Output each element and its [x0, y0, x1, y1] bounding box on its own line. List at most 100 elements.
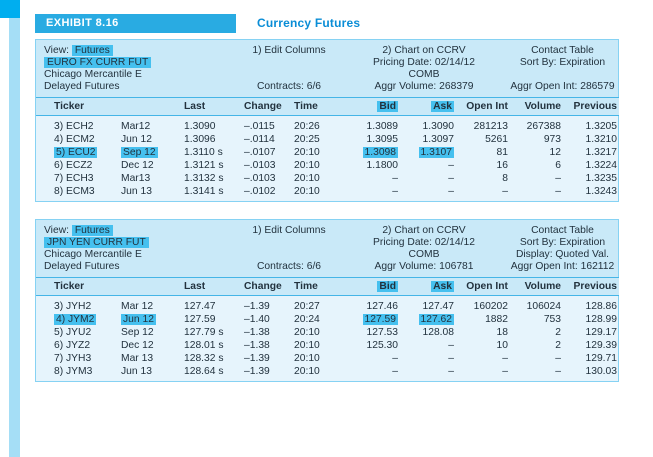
cell-bid[interactable]: – [344, 352, 398, 365]
col-header-previous[interactable]: Previous [573, 281, 618, 292]
cell-month[interactable]: Mar 12 [121, 296, 184, 314]
futures-row[interactable]: 6) ECZ2 Dec 12 1.3121 s –.0103 20:10 1.1800 – 1… [36, 159, 619, 172]
cell-open_int[interactable]: 8 [454, 172, 508, 185]
cell-change[interactable]: –1.40 [244, 313, 294, 326]
col-header-time[interactable]: Time [294, 281, 318, 292]
cell-bid[interactable]: – [344, 365, 398, 381]
cell-previous[interactable]: 1.3235 [561, 172, 619, 185]
cell-ask[interactable]: 127.47 [398, 296, 455, 314]
view-value-chip[interactable]: Futures [71, 225, 113, 236]
cell-open_int[interactable]: 16 [454, 159, 508, 172]
futures-row[interactable]: 3) ECH2 Mar12 1.3090 –.0115 20:26 1.3089 1.309… [36, 116, 619, 134]
cell-ticker[interactable]: 5) JYU2 [36, 326, 121, 339]
cell-bid[interactable]: 127.59 [344, 313, 398, 326]
futures-row[interactable]: 6) JYZ2 Dec 12 128.01 s –1.38 20:10 125.30 – 10… [36, 339, 619, 352]
cell-ticker[interactable]: 7) JYH3 [36, 352, 121, 365]
cell-bid[interactable]: 1.3095 [344, 133, 399, 146]
cell-change[interactable]: –1.39 [244, 296, 294, 314]
cell-last[interactable]: 1.3096 [184, 133, 244, 146]
cell-time[interactable]: 20:27 [294, 296, 344, 314]
col-header-volume[interactable]: Volume [524, 281, 561, 292]
cell-volume[interactable]: – [508, 172, 561, 185]
cell-volume[interactable]: – [508, 352, 561, 365]
cell-open_int[interactable]: – [454, 365, 508, 381]
chart-command[interactable]: 2) Chart on CCRV [382, 225, 466, 236]
cell-previous[interactable]: 1.3217 [561, 146, 619, 159]
cell-previous[interactable]: 1.3210 [561, 133, 619, 146]
cell-ask[interactable]: 1.3097 [398, 133, 455, 146]
cell-change[interactable]: –1.38 [244, 326, 294, 339]
cell-volume[interactable]: – [508, 365, 561, 381]
cell-ticker[interactable]: 4) ECM2 [36, 133, 121, 146]
cell-time[interactable]: 20:24 [294, 313, 344, 326]
col-header-ask[interactable]: Ask [398, 98, 454, 116]
cell-volume[interactable]: 753 [508, 313, 561, 326]
cell-last[interactable]: 1.3090 [184, 116, 244, 134]
cell-previous[interactable]: 128.86 [561, 296, 619, 314]
edit-columns-command[interactable]: 1) Edit Columns [252, 45, 326, 56]
cell-month[interactable]: Jun 13 [121, 365, 184, 381]
cell-last[interactable]: 1.3132 s [184, 172, 244, 185]
col-header-ticker[interactable]: Ticker [54, 281, 85, 292]
cell-ask[interactable]: – [398, 159, 454, 172]
cell-time[interactable]: 20:10 [294, 365, 344, 381]
cell-change[interactable]: –.0103 [244, 159, 294, 172]
contact-table-label[interactable]: Contact Table [531, 45, 594, 56]
contact-table-label[interactable]: Contact Table [531, 225, 594, 236]
cell-month[interactable]: Sep 12 [121, 326, 184, 339]
futures-row[interactable]: 8) ECM3 Jun 13 1.3141 s –.0102 20:10 – – – – 1.32… [36, 185, 619, 201]
cell-ticker[interactable]: 3) ECH2 [36, 116, 121, 134]
futures-row[interactable]: 5) JYU2 Sep 12 127.79 s –1.38 20:10 127.53 128… [36, 326, 619, 339]
futures-row[interactable]: 4) ECM2 Jun 12 1.3096 –.0114 20:25 1.3095 1.30… [36, 133, 619, 146]
col-header-bid[interactable]: Bid [344, 98, 398, 116]
cell-time[interactable]: 20:10 [294, 159, 344, 172]
cell-previous[interactable]: 128.99 [561, 313, 619, 326]
cell-volume[interactable]: 6 [508, 159, 561, 172]
col-header-ticker[interactable]: Ticker [54, 101, 85, 112]
cell-last[interactable]: 127.59 [184, 313, 244, 326]
view-value-chip[interactable]: Futures [71, 45, 113, 56]
cell-ticker[interactable]: 6) ECZ2 [36, 159, 121, 172]
cell-change[interactable]: –.0102 [244, 185, 294, 201]
futures-row[interactable]: 7) ECH3 Mar13 1.3132 s –.0103 20:10 – – 8 – 1.323… [36, 172, 619, 185]
cell-ask[interactable]: – [398, 172, 454, 185]
cell-month[interactable]: Dec 12 [121, 339, 184, 352]
cell-open_int[interactable]: 18 [454, 326, 508, 339]
cell-time[interactable]: 20:10 [294, 352, 344, 365]
cell-bid[interactable]: 1.1800 [344, 159, 399, 172]
cell-change[interactable]: –.0107 [244, 146, 294, 159]
cell-previous[interactable]: 130.03 [561, 365, 619, 381]
cell-ticker[interactable]: 6) JYZ2 [36, 339, 121, 352]
col-header-last[interactable]: Last [184, 101, 206, 112]
futures-row[interactable]: 7) JYH3 Mar 13 128.32 s –1.39 20:10 – – – – 129.7… [36, 352, 619, 365]
cell-ask[interactable]: 1.3090 [398, 116, 455, 134]
cell-previous[interactable]: 1.3224 [561, 159, 619, 172]
cell-ask[interactable]: 127.62 [398, 313, 454, 326]
cell-ask[interactable]: 128.08 [398, 326, 455, 339]
cell-last[interactable]: 127.79 s [184, 326, 244, 339]
cell-last[interactable]: 1.3141 s [184, 185, 244, 201]
cell-time[interactable]: 20:10 [294, 146, 344, 159]
cell-month[interactable]: Jun 13 [121, 185, 184, 201]
cell-ask[interactable]: – [398, 185, 454, 201]
cell-month[interactable]: Mar13 [121, 172, 184, 185]
cell-previous[interactable]: 129.39 [561, 339, 619, 352]
cell-time[interactable]: 20:10 [294, 339, 344, 352]
col-header-previous[interactable]: Previous [573, 101, 618, 112]
cell-last[interactable]: 128.64 s [184, 365, 244, 381]
cell-open_int[interactable]: 1882 [454, 313, 508, 326]
cell-ticker[interactable]: 5) ECU2 [36, 146, 121, 159]
cell-open_int[interactable]: 160202 [454, 296, 508, 314]
cell-bid[interactable]: 127.53 [344, 326, 399, 339]
futures-row[interactable]: 5) ECU2 Sep 12 1.3110 s –.0107 20:10 1.3098 1.… [36, 146, 619, 159]
cell-bid[interactable]: – [344, 172, 398, 185]
cell-last[interactable]: 128.32 s [184, 352, 244, 365]
cell-bid[interactable]: 1.3098 [344, 146, 398, 159]
cell-open_int[interactable]: 281213 [454, 116, 508, 134]
instrument-chip[interactable]: JPN YEN CURR FUT [44, 237, 149, 248]
cell-open_int[interactable]: 10 [454, 339, 508, 352]
cell-change[interactable]: –1.39 [244, 365, 294, 381]
col-header-ask[interactable]: Ask [398, 278, 454, 296]
cell-month[interactable]: Jun 12 [121, 133, 184, 146]
futures-row[interactable]: 4) JYM2 Jun 12 127.59 –1.40 20:24 127.59 127.6… [36, 313, 619, 326]
